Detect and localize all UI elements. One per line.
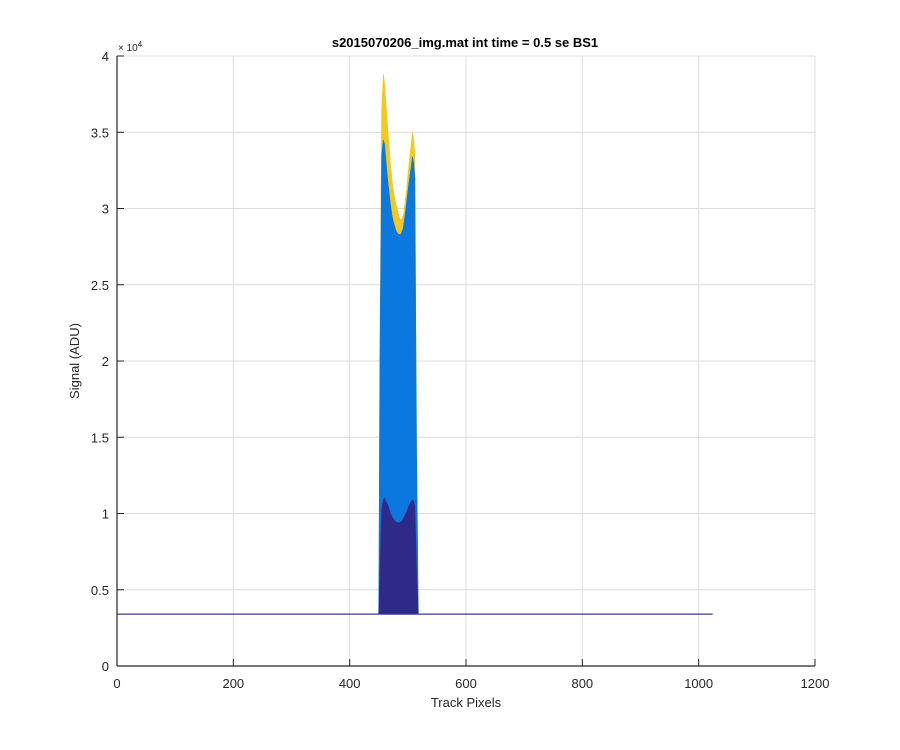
x-tick-label: 200: [222, 676, 244, 691]
y-tick-label: 2: [102, 354, 109, 369]
series-layer: [117, 74, 713, 615]
y-tick-label: 0: [102, 659, 109, 674]
x-tick-labels: 0 200 400 600 800 1000 1200: [113, 676, 829, 691]
y-tick-label: 1: [102, 507, 109, 522]
y-tick-labels: 0 0.5 1 1.5 2 2.5 3 3.5 4: [91, 49, 109, 674]
plot-area: [116, 55, 816, 667]
y-axis-exponent: × 104: [118, 40, 143, 54]
y-axis-label: Signal (ADU): [67, 323, 82, 399]
y-tick-label: 0.5: [91, 583, 109, 598]
x-tick-label: 1000: [684, 676, 713, 691]
x-axis-label: Track Pixels: [431, 695, 502, 710]
x-tick-label: 600: [455, 676, 477, 691]
y-tick-label: 3: [102, 202, 109, 217]
chart-title: s2015070206_img.mat int time = 0.5 se BS…: [332, 35, 598, 50]
y-tick-label: 1.5: [91, 430, 109, 445]
y-tick-label: 4: [102, 49, 109, 64]
axes-frame: [116, 55, 816, 667]
y-tick-label: 2.5: [91, 278, 109, 293]
y-tick-label: 3.5: [91, 125, 109, 140]
x-tick-label: 800: [571, 676, 593, 691]
x-tick-label: 1200: [801, 676, 830, 691]
series-area-3: [378, 497, 419, 615]
y-axis-exponent-power: 4: [138, 40, 143, 49]
x-tick-label: 400: [339, 676, 361, 691]
y-axis-exponent-base: × 10: [118, 43, 138, 54]
x-tick-label: 0: [113, 676, 120, 691]
series-area-2: [378, 139, 419, 615]
